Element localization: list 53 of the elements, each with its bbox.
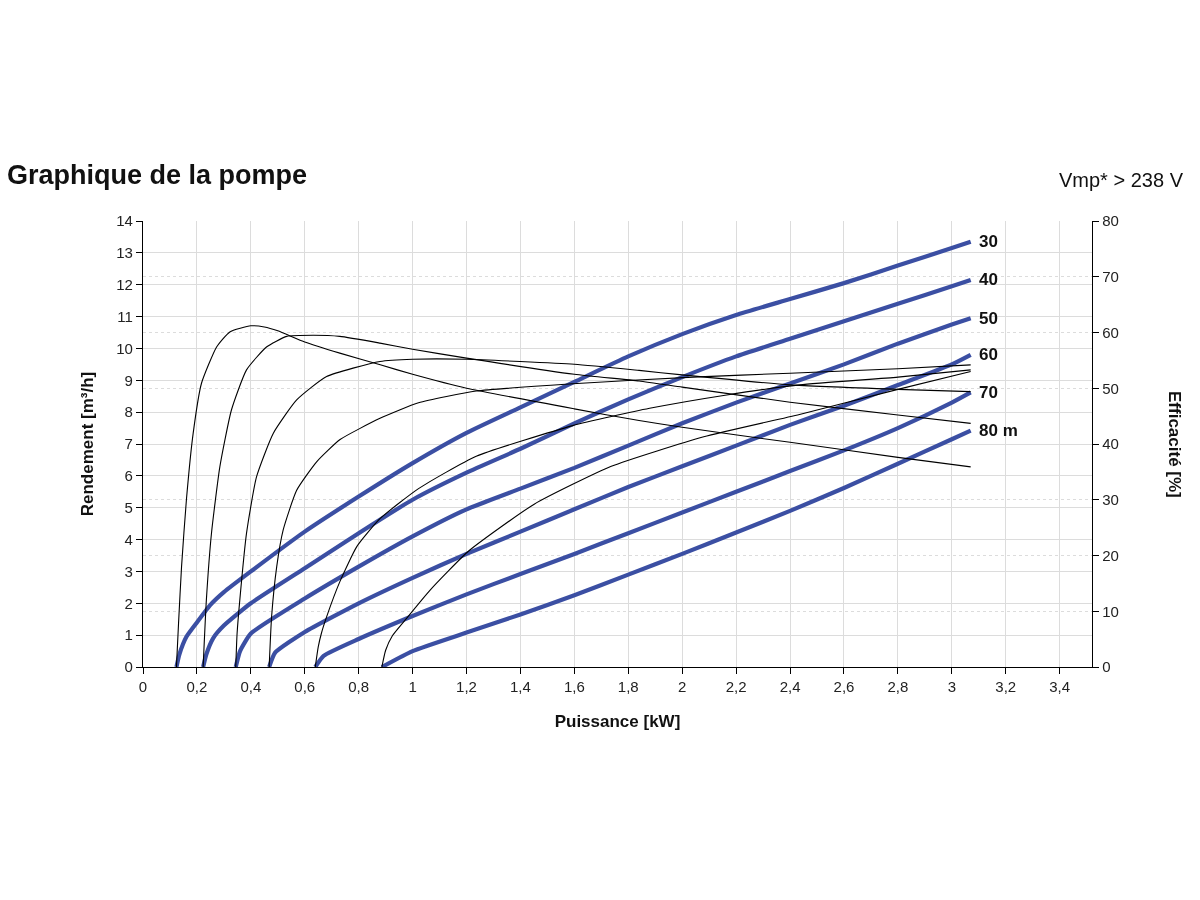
y-tick-label: 12: [116, 275, 133, 293]
y2-tick-label: 30: [1102, 491, 1119, 508]
y-tick-label: 6: [124, 467, 133, 485]
x-tick-label: 2,8: [887, 678, 909, 696]
x-tick-label: 1,8: [617, 678, 639, 696]
y2-tick-label: 50: [1102, 379, 1119, 397]
series-label: 70: [979, 383, 998, 402]
series-label: 40: [979, 270, 998, 289]
x-tick-label: 0: [138, 678, 148, 696]
y2-tick-label: 40: [1102, 435, 1119, 453]
y-axis-title: Rendement [m³/h]: [77, 371, 97, 517]
x-tick-label: 3,4: [1049, 678, 1071, 696]
y-tick-label: 4: [124, 530, 133, 548]
x-tick-label: 0,2: [186, 678, 208, 696]
x-tick-label: 2,4: [779, 678, 801, 696]
y-tick-label: 14: [116, 212, 133, 230]
x-tick-label: 2,2: [725, 678, 747, 696]
series-label: 80 m: [979, 421, 1018, 440]
text: Vmp* > 238 V: [1059, 169, 1184, 191]
series-label: 50: [979, 309, 998, 328]
y2-tick-label: 20: [1102, 546, 1119, 564]
x-tick-label: 1,2: [456, 678, 477, 696]
y-tick-label: 10: [116, 339, 133, 357]
y2-tick-label: 10: [1102, 602, 1119, 620]
series-label: 60: [979, 345, 998, 364]
x-tick-label: 3: [947, 678, 956, 696]
x-tick-label: 0,6: [294, 678, 316, 696]
y-tick-label: 7: [124, 435, 133, 453]
x-axis-title: Puissance [kW]: [554, 711, 681, 731]
x-tick-label: 1: [408, 678, 417, 696]
x-tick-label: 2,6: [833, 678, 855, 696]
chart-title: Graphique de la pompe: [7, 160, 308, 191]
x-tick-label: 3,2: [995, 678, 1017, 696]
y2-tick-label: 70: [1102, 268, 1119, 285]
y-tick-label: 13: [116, 244, 133, 262]
y-tick-label: 1: [124, 626, 133, 644]
y-tick-label: 0: [124, 658, 133, 676]
x-tick-label: 2: [678, 678, 687, 696]
y-tick-label: 11: [117, 307, 133, 325]
x-tick-label: 0,4: [240, 678, 262, 696]
x-tick-label: 1,4: [510, 678, 531, 696]
x-tick-label: 1,6: [563, 678, 585, 696]
y2-tick-label: 80: [1102, 212, 1119, 230]
y-tick-label: 5: [124, 498, 133, 516]
y2-tick-label: 0: [1102, 658, 1111, 676]
y-tick-label: 3: [124, 562, 133, 580]
y-tick-label: 2: [124, 594, 133, 612]
y-tick-label: 9: [124, 371, 133, 389]
y-tick-label: 8: [124, 403, 133, 421]
y2-tick-label: 60: [1102, 323, 1119, 341]
x-tick-label: 0,8: [348, 678, 370, 696]
series-label: 30: [979, 232, 998, 251]
y2-axis-title: Efficacité [%]: [1165, 391, 1184, 498]
